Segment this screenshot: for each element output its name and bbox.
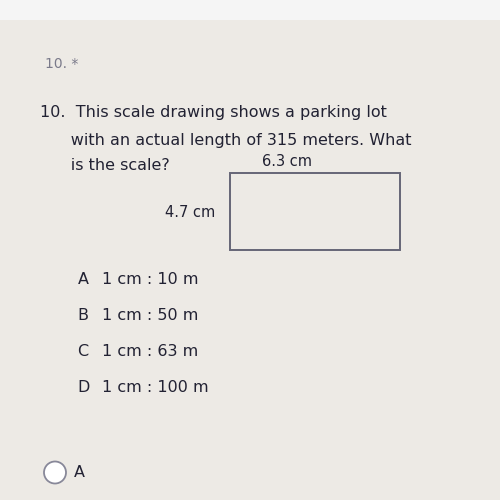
Text: 1 cm : 10 m: 1 cm : 10 m xyxy=(102,272,199,287)
Text: 1 cm : 100 m: 1 cm : 100 m xyxy=(102,380,209,396)
Text: 10.  This scale drawing shows a parking lot: 10. This scale drawing shows a parking l… xyxy=(40,105,387,120)
Text: 10. *: 10. * xyxy=(45,58,78,71)
Text: C: C xyxy=(78,344,88,360)
Text: A: A xyxy=(74,465,85,480)
Text: D: D xyxy=(78,380,90,396)
Text: is the scale?: is the scale? xyxy=(40,158,170,174)
Circle shape xyxy=(44,462,66,483)
Text: with an actual length of 315 meters. What: with an actual length of 315 meters. Wha… xyxy=(40,132,412,148)
Text: 1 cm : 50 m: 1 cm : 50 m xyxy=(102,308,199,324)
Bar xyxy=(230,172,400,250)
Text: B: B xyxy=(78,308,88,324)
Text: 1 cm : 63 m: 1 cm : 63 m xyxy=(102,344,199,360)
Text: 4.7 cm: 4.7 cm xyxy=(165,205,215,220)
Text: 6.3 cm: 6.3 cm xyxy=(262,154,312,169)
Text: A: A xyxy=(78,272,88,287)
Bar xyxy=(0,0,500,20)
